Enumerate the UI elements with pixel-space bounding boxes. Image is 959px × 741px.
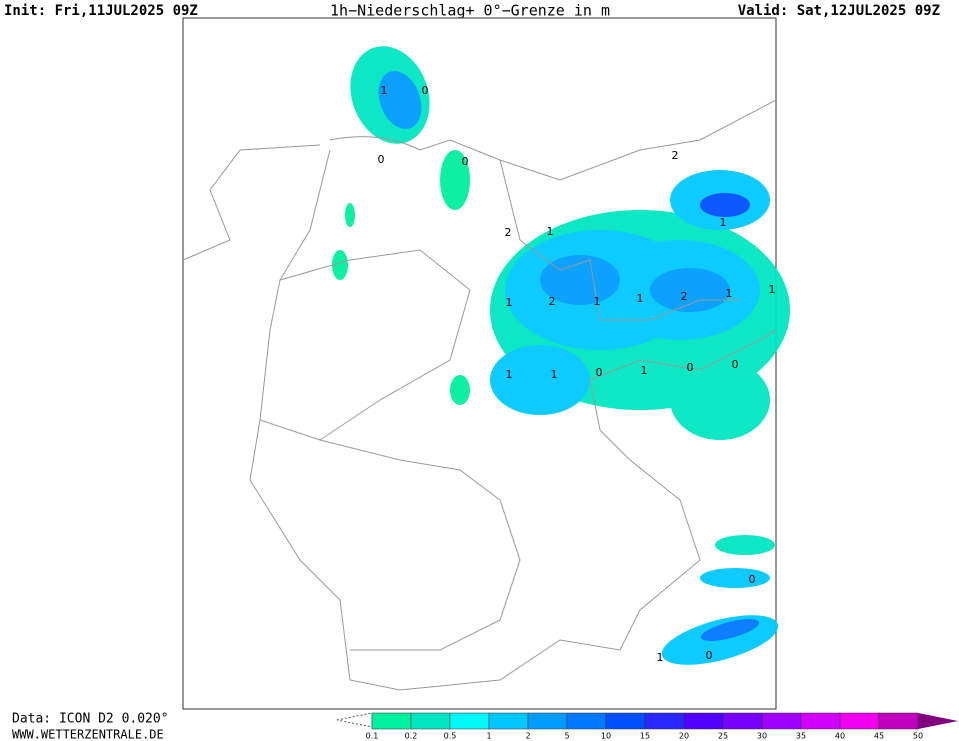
freezing-level-label: 1 — [506, 296, 513, 309]
legend-label: 2 — [525, 732, 530, 741]
freezing-level-label: 1 — [551, 368, 558, 381]
legend-swatch — [683, 712, 724, 730]
valid-time: Valid: Sat,12JUL2025 09Z — [738, 3, 940, 19]
legend-label: 50 — [913, 732, 923, 741]
freezing-level-label: 2 — [549, 295, 556, 308]
legend-swatch — [605, 712, 646, 730]
freezing-level-label: 1 — [506, 368, 513, 381]
legend: 0.1 0.2 0.5 1 2 5 10 15 20 25 30 35 40 45 50 — [336, 712, 958, 741]
freezing-level-label: 0 — [378, 153, 385, 166]
legend-label: 45 — [874, 732, 884, 741]
legend-label: 20 — [679, 732, 689, 741]
site: WWW.WETTERZENTRALE.DE — [12, 728, 164, 741]
legend-swatch — [722, 712, 763, 730]
legend-swatch — [527, 712, 568, 730]
legend-label: 10 — [601, 732, 611, 741]
legend-label: 30 — [757, 732, 767, 741]
init-time: Init: Fri,11JUL2025 09Z — [4, 3, 198, 19]
legend-swatch — [488, 712, 529, 730]
freezing-level-label: 1 — [769, 283, 776, 296]
legend-label: 15 — [640, 732, 650, 741]
legend-label: 5 — [564, 732, 569, 741]
freezing-level-label: 0 — [462, 155, 469, 168]
freezing-level-label: 1 — [657, 651, 664, 664]
legend-swatch — [449, 712, 490, 730]
legend-label: 0.2 — [405, 732, 418, 741]
legend-label: 1 — [486, 732, 491, 741]
freezing-level-label: 0 — [596, 366, 603, 379]
freezing-level-label: 0 — [749, 573, 756, 586]
legend-swatch — [761, 712, 802, 730]
freezing-level-label: 0 — [706, 649, 713, 662]
legend-label: 0.1 — [366, 732, 379, 741]
legend-label: 25 — [718, 732, 728, 741]
freezing-level-label: 2 — [505, 226, 512, 239]
legend-arrow — [918, 713, 958, 729]
freezing-level-label: 1 — [726, 287, 733, 300]
legend-swatch — [644, 712, 685, 730]
map: 1 0 0 0 2 2 1 1 1 2 1 1 2 1 1 1 1 0 1 0 0 0 1 0 — [182, 17, 790, 710]
legend-start — [336, 712, 373, 728]
freezing-level-label: 1 — [637, 292, 644, 305]
freezing-level-label: 2 — [672, 149, 679, 162]
legend-swatch — [839, 712, 880, 730]
freezing-level-label: 0 — [732, 358, 739, 371]
freezing-level-label: 1 — [547, 225, 554, 238]
title: 1h−Niederschlag+ 0°−Grenze in m — [330, 2, 610, 20]
freezing-level-label: 1 — [594, 295, 601, 308]
legend-label: 0.5 — [444, 732, 457, 741]
freezing-level-label: 0 — [687, 361, 694, 374]
freezing-level-label: 1 — [720, 216, 727, 229]
legend-swatch — [566, 712, 607, 730]
legend-label: 35 — [796, 732, 806, 741]
borders — [182, 99, 777, 691]
legend-swatch — [878, 712, 919, 730]
freezing-level-label: 0 — [422, 84, 429, 97]
legend-swatch — [371, 712, 412, 730]
legend-swatch — [800, 712, 841, 730]
legend-swatch — [410, 712, 451, 730]
data-source: Data: ICON D2 0.020° — [12, 712, 169, 727]
freezing-level-label: 1 — [641, 364, 648, 377]
freezing-level-label: 1 — [381, 84, 388, 97]
legend-label: 40 — [835, 732, 845, 741]
freezing-level-label: 2 — [681, 290, 688, 303]
